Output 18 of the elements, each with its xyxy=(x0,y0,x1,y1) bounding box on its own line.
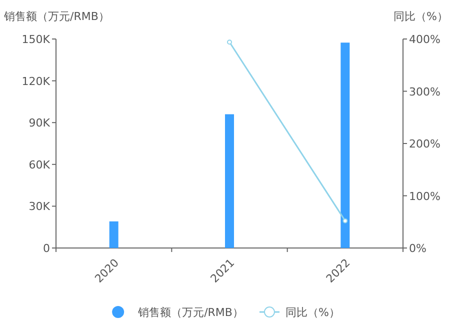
y-tick-label: 30K xyxy=(28,200,51,214)
y2-tick-label: 300% xyxy=(409,85,440,98)
y-tick-label: 150K xyxy=(22,33,51,46)
y-tick-label: 120K xyxy=(22,74,51,88)
y2-axis-title: 同比（%） xyxy=(394,10,448,23)
y2-tick-label: 200% xyxy=(409,138,440,150)
bar xyxy=(340,42,350,248)
bar xyxy=(109,221,118,248)
y-tick-label: 90K xyxy=(28,116,51,130)
y2-tick-label: 100% xyxy=(409,190,440,203)
y-tick-label: 0 xyxy=(43,242,50,255)
legend-label: 销售额（万元/RMB） xyxy=(137,306,244,319)
y2-tick-label: 0% xyxy=(409,242,426,255)
y-tick-label: 60K xyxy=(28,158,51,172)
bar xyxy=(225,114,234,248)
legend-label: 同比（%） xyxy=(285,306,340,319)
y2-tick-label: 400% xyxy=(409,33,440,46)
y-axis-title: 销售额（万元/RMB） xyxy=(3,10,110,23)
